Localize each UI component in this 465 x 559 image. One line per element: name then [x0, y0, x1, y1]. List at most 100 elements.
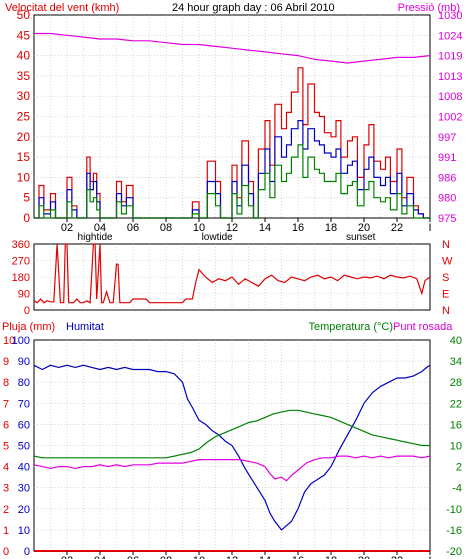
humidity-axis-title: Humitat — [66, 321, 104, 333]
wind-xtick-label-9: 20 — [358, 222, 370, 234]
temperature-ytick-label-3: -4 — [452, 483, 462, 495]
temperature-ytick-label-4: 2 — [456, 462, 462, 474]
wind-ytick-label-0: 0 — [23, 211, 30, 225]
axis-labels: 0510152025303540455097598098699199710021… — [3, 8, 462, 559]
humidity-ytick-label-3: 30 — [18, 483, 30, 495]
temperature-xtick-label-0: 02 — [61, 555, 73, 559]
temperature-xtick-label-3: 08 — [160, 555, 172, 559]
wind-minimum-series — [34, 144, 430, 219]
wind-xtick-label-10: 22 — [391, 222, 403, 234]
temperature-ytick-label-9: 34 — [450, 356, 462, 368]
temperature-xtick-label-6: 14 — [259, 555, 271, 559]
temperature-xtick-label-5: 12 — [226, 555, 238, 559]
rain-ytick-label-5: 5 — [3, 441, 9, 453]
temperature-ytick-label-0: -20 — [446, 546, 462, 558]
wind-ytick-label-3: 15 — [17, 150, 31, 164]
humidity-series — [33, 364, 431, 531]
temperature-xtick-label-4: 10 — [193, 555, 205, 559]
pressure-ytick-label-3: 991 — [438, 152, 456, 164]
temperature-xtick-label-9: 20 — [358, 555, 370, 559]
direction-ytick-label-1: 90 — [18, 289, 30, 301]
pressure-ytick-label-4: 997 — [438, 132, 456, 144]
wind-direction-series — [33, 243, 431, 304]
rain-ytick-label-0: 0 — [3, 546, 9, 558]
wind-annotation-lowtide: lowtide — [202, 232, 234, 243]
pressure-ytick-label-5: 1002 — [438, 112, 462, 124]
humidity-ytick-label-9: 90 — [18, 356, 30, 368]
wind-ytick-label-5: 25 — [17, 110, 31, 124]
temperature-ytick-label-2: -10 — [446, 504, 462, 516]
humidity-ytick-label-2: 20 — [18, 504, 30, 516]
temperature-axis-title: Temperatura (°C) — [309, 321, 393, 333]
rain-axis-title: Pluja (mm) — [2, 321, 55, 333]
humidity-ytick-label-6: 60 — [18, 419, 30, 431]
humidity-ytick-label-4: 40 — [18, 462, 30, 474]
rain-ytick-label-4: 4 — [3, 462, 9, 474]
wind-xtick-label-6: 14 — [259, 222, 271, 234]
pressure-ytick-label-1: 980 — [438, 193, 456, 205]
rain-ytick-label-7: 7 — [3, 398, 9, 410]
humidity-ytick-label-8: 80 — [18, 377, 30, 389]
pressure-ytick-label-8: 1019 — [438, 51, 462, 63]
rain-ytick-label-9: 9 — [3, 356, 9, 368]
rain-ytick-label-1: 1 — [3, 525, 9, 537]
pressure-ytick-label-6: 1008 — [438, 91, 462, 103]
humidity-ytick-label-10: 100 — [12, 335, 30, 347]
temperature-xtick-label-8: 18 — [325, 555, 337, 559]
wind-ytick-label-6: 30 — [17, 89, 31, 103]
wind-xtick-label-1: 04 — [94, 222, 106, 234]
wind-xtick-label-5: 12 — [226, 222, 238, 234]
wind-xtick-label-11: I — [428, 222, 431, 234]
humidity-ytick-label-0: 0 — [24, 546, 30, 558]
humidity-ytick-label-1: 10 — [18, 525, 30, 537]
wind-xtick-label-8: 18 — [325, 222, 337, 234]
dewpoint-axis-title: Punt rosada — [393, 321, 453, 333]
temperature-ytick-label-8: 28 — [450, 377, 462, 389]
wind-annotation-hightide: hightide — [78, 232, 113, 243]
wind-xtick-label-4: 10 — [193, 222, 205, 234]
wind-ytick-label-1: 5 — [23, 191, 30, 205]
wind-ytick-label-9: 45 — [17, 28, 31, 42]
chart-title: 24 hour graph day : 06 Abril 2010 — [172, 2, 335, 14]
temperature-ytick-label-1: -16 — [446, 525, 462, 537]
pressure-ytick-label-9: 1024 — [438, 30, 462, 42]
temperature-xtick-label-11: I — [428, 555, 431, 559]
temperature-xtick-label-2: 06 — [127, 555, 139, 559]
wind-ytick-label-8: 40 — [17, 49, 31, 63]
temperature-ytick-label-10: 40 — [450, 335, 462, 347]
temperature-xtick-label-1: 04 — [94, 555, 106, 559]
temperature-ytick-label-7: 22 — [450, 398, 462, 410]
humidity-ytick-label-5: 50 — [18, 441, 30, 453]
wind-ytick-label-7: 35 — [17, 69, 31, 83]
pressure-ytick-label-2: 986 — [438, 172, 456, 184]
pressure-axis-title: Pressió (mb) — [398, 2, 460, 14]
direction-compass-label-0: N — [442, 305, 450, 317]
direction-compass-label-1: E — [442, 289, 449, 301]
rain-ytick-label-2: 2 — [3, 504, 9, 516]
direction-compass-label-2: S — [442, 272, 449, 284]
rain-ytick-label-3: 3 — [3, 483, 9, 495]
temperature-series — [33, 409, 430, 459]
direction-ytick-label-2: 180 — [12, 272, 30, 284]
pressure-series — [34, 32, 431, 64]
temperature-xtick-label-10: 22 — [391, 555, 403, 559]
temperature-ytick-label-5: 10 — [450, 441, 462, 453]
wind-annotation-sunset: sunset — [346, 232, 376, 243]
wind-xtick-label-7: 16 — [292, 222, 304, 234]
pressure-ytick-label-0: 975 — [438, 213, 456, 225]
direction-ytick-label-0: 0 — [24, 305, 30, 317]
temperature-ytick-label-6: 16 — [450, 419, 462, 431]
pressure-ytick-label-7: 1013 — [438, 71, 462, 83]
direction-ytick-label-4: 360 — [12, 239, 30, 251]
wind-xtick-label-2: 06 — [127, 222, 139, 234]
wind-speed-axis-title: Velocitat del vent (kmh) — [5, 2, 119, 14]
humidity-ytick-label-7: 70 — [18, 398, 30, 410]
rain-ytick-label-10: 10 — [3, 335, 15, 347]
wind-xtick-label-3: 08 — [160, 222, 172, 234]
direction-ytick-label-3: 270 — [12, 256, 30, 268]
rain-ytick-label-6: 6 — [3, 419, 9, 431]
grid-lines — [34, 15, 430, 551]
direction-compass-label-4: N — [442, 239, 450, 251]
temperature-xtick-label-7: 16 — [292, 555, 304, 559]
